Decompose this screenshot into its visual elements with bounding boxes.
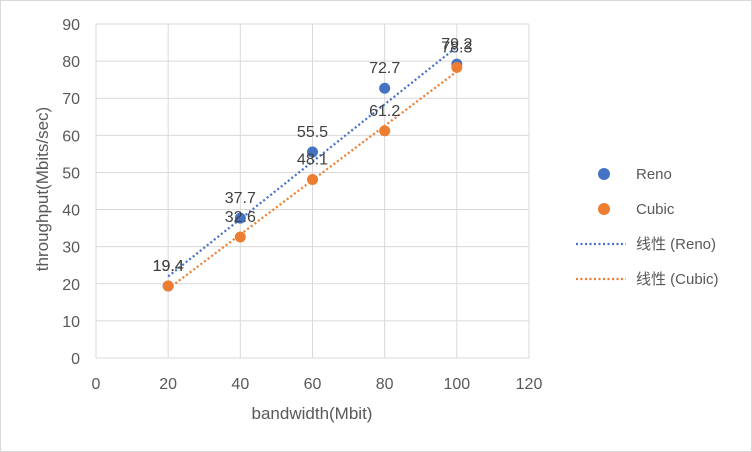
point-cubic [307,173,318,185]
x-tick-label: 20 [159,376,177,393]
y-tick-label: 80 [62,54,80,71]
trendline-reno [167,46,458,278]
x-tick-label: 0 [92,376,101,393]
data-label-reno: 19.4 [153,258,184,275]
x-tick-label: 120 [516,376,543,393]
data-points [162,58,463,292]
gridlines [95,23,530,359]
y-tick-label: 90 [62,17,80,34]
data-label-cubic: 78.3 [441,39,472,56]
point-reno [307,146,318,158]
data-label-cubic: 32.6 [225,209,256,226]
y-axis-title: throughput(Mbits/sec) [33,107,52,271]
x-tick-label: 60 [304,376,322,393]
point-reno [234,212,246,224]
x-tick-label: 80 [376,376,394,393]
point-reno [379,82,391,94]
legend-label-trendline: 线性 (Cubic) [636,271,719,288]
legend-label-reno: Reno [636,166,672,183]
legend: Reno Cubic 线性 (Reno) 线性 (Cubic) [576,166,719,288]
y-tick-label: 30 [62,240,80,257]
x-tick-label: 40 [231,376,249,393]
point-cubic [234,231,246,243]
y-tick-label: 0 [71,351,80,368]
x-axis-title: bandwidth(Mbit) [252,404,373,423]
legend-label-cubic: Cubic [636,201,675,218]
data-label-cubic: 61.2 [369,103,400,120]
y-tick-label: 60 [62,128,80,145]
data-label-reno: 55.5 [297,124,328,141]
point-cubic [379,125,391,137]
point-cubic [162,280,174,292]
data-label-cubic: 19.4 [153,258,184,275]
data-label-reno: 37.7 [225,190,256,207]
y-tick-label: 10 [62,314,80,331]
data-label-reno: 72.7 [369,60,400,77]
legend-label-trendline: 线性 (Reno) [636,236,716,253]
y-tick-label: 70 [62,91,80,108]
point-cubic [451,61,463,73]
tick-labels: 0 10 20 30 40 50 60 70 80 90 0 20 40 60 80 100 120 [62,17,542,393]
x-tick-label: 100 [443,376,470,393]
data-label-cubic: 48.1 [297,151,328,168]
y-tick-label: 40 [62,203,80,220]
data-label-reno: 79.2 [441,36,472,53]
y-tick-label: 20 [62,277,80,294]
legend-marker-cubic [598,203,610,215]
data-labels: 19.437.755.572.779.219.432.648.161.278.3 [153,36,473,275]
y-tick-label: 50 [62,165,80,182]
legend-marker-reno [598,168,610,180]
